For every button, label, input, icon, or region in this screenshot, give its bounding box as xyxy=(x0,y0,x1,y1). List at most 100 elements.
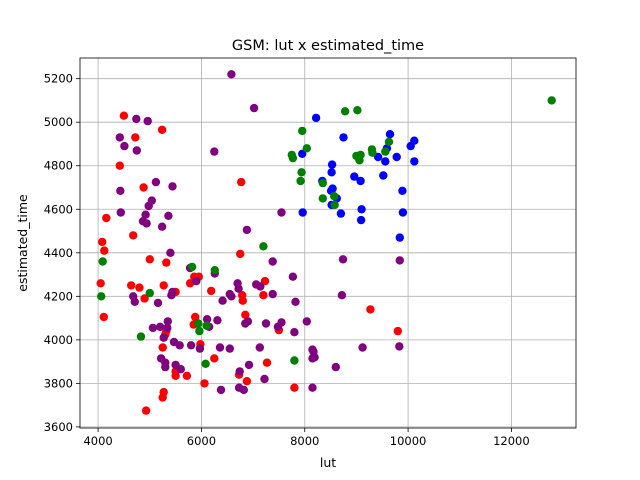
data-point xyxy=(338,255,348,264)
data-point xyxy=(290,356,299,365)
data-point xyxy=(366,305,375,314)
data-point xyxy=(330,192,339,201)
data-point xyxy=(356,176,365,186)
data-point xyxy=(213,316,222,325)
data-point xyxy=(98,237,107,247)
data-point xyxy=(100,246,109,255)
data-point xyxy=(135,283,144,292)
data-point xyxy=(357,205,366,214)
data-point xyxy=(288,272,298,281)
data-point xyxy=(350,172,359,181)
data-point xyxy=(155,322,165,331)
data-point xyxy=(153,298,163,308)
y-tick-label: 3600 xyxy=(44,420,73,434)
data-point xyxy=(392,152,401,162)
data-point xyxy=(260,276,270,286)
data-point xyxy=(339,133,348,142)
data-point xyxy=(158,393,167,402)
data-point xyxy=(398,186,407,195)
data-point xyxy=(331,362,340,372)
y-tick-label: 4200 xyxy=(44,289,73,303)
data-point xyxy=(235,367,244,376)
data-point xyxy=(166,248,175,257)
data-point xyxy=(373,152,383,162)
data-point xyxy=(127,281,136,290)
y-tick-label: 4600 xyxy=(44,202,73,216)
data-point xyxy=(290,383,299,392)
data-point xyxy=(330,200,339,210)
data-point xyxy=(296,176,305,186)
y-tick-label: 4400 xyxy=(44,246,73,260)
data-point xyxy=(210,354,219,363)
data-point xyxy=(116,186,125,195)
data-point xyxy=(225,289,234,299)
data-point xyxy=(260,374,269,384)
data-point xyxy=(132,114,141,124)
data-point xyxy=(249,103,259,113)
data-point xyxy=(340,107,350,116)
data-point xyxy=(115,161,125,170)
data-point xyxy=(259,291,268,300)
data-point xyxy=(381,157,390,166)
data-point xyxy=(410,136,419,145)
data-point xyxy=(268,289,277,299)
data-point xyxy=(225,344,234,353)
data-point xyxy=(210,147,219,156)
data-point xyxy=(327,168,336,177)
x-tick-label: 6000 xyxy=(187,434,216,448)
data-point xyxy=(297,168,306,177)
data-point xyxy=(131,133,140,142)
data-point xyxy=(168,182,177,191)
data-point xyxy=(140,294,149,303)
data-points xyxy=(96,70,556,415)
data-point xyxy=(241,310,250,319)
data-point xyxy=(139,183,148,192)
data-point xyxy=(239,385,248,395)
data-point xyxy=(130,297,139,306)
data-point xyxy=(210,266,219,275)
data-point xyxy=(236,249,245,259)
data-point xyxy=(255,343,264,352)
data-point xyxy=(195,326,204,336)
data-point xyxy=(120,141,129,151)
data-point xyxy=(337,291,347,300)
data-point xyxy=(291,297,300,306)
data-point xyxy=(336,209,346,218)
data-point xyxy=(163,317,172,326)
data-point xyxy=(242,225,252,235)
data-point xyxy=(175,341,184,350)
data-point xyxy=(157,222,167,231)
grid xyxy=(80,58,576,428)
data-point xyxy=(244,360,254,370)
data-point xyxy=(186,341,196,350)
chart-title: GSM: lut x estimated_time xyxy=(232,38,424,54)
data-point xyxy=(132,146,141,155)
data-point xyxy=(201,359,210,368)
data-point xyxy=(298,126,307,136)
data-point xyxy=(145,255,154,264)
data-point xyxy=(385,130,395,139)
data-point xyxy=(129,231,138,240)
data-point xyxy=(102,213,111,223)
data-point xyxy=(158,343,167,352)
data-point xyxy=(116,208,126,217)
data-point xyxy=(176,365,185,374)
data-point xyxy=(142,219,151,228)
data-point xyxy=(298,208,307,217)
data-point xyxy=(191,312,200,322)
data-point xyxy=(356,215,366,225)
data-point xyxy=(268,257,277,266)
data-point xyxy=(356,150,365,160)
x-axis-label: lut xyxy=(320,455,336,470)
data-point xyxy=(200,379,209,388)
data-point xyxy=(242,377,252,386)
data-point xyxy=(308,383,317,392)
data-point xyxy=(194,319,203,328)
data-point xyxy=(302,317,311,326)
data-point xyxy=(157,125,167,134)
data-point xyxy=(379,171,388,180)
plot-area-frame xyxy=(79,57,577,429)
data-point xyxy=(98,257,107,266)
data-point xyxy=(159,333,168,342)
